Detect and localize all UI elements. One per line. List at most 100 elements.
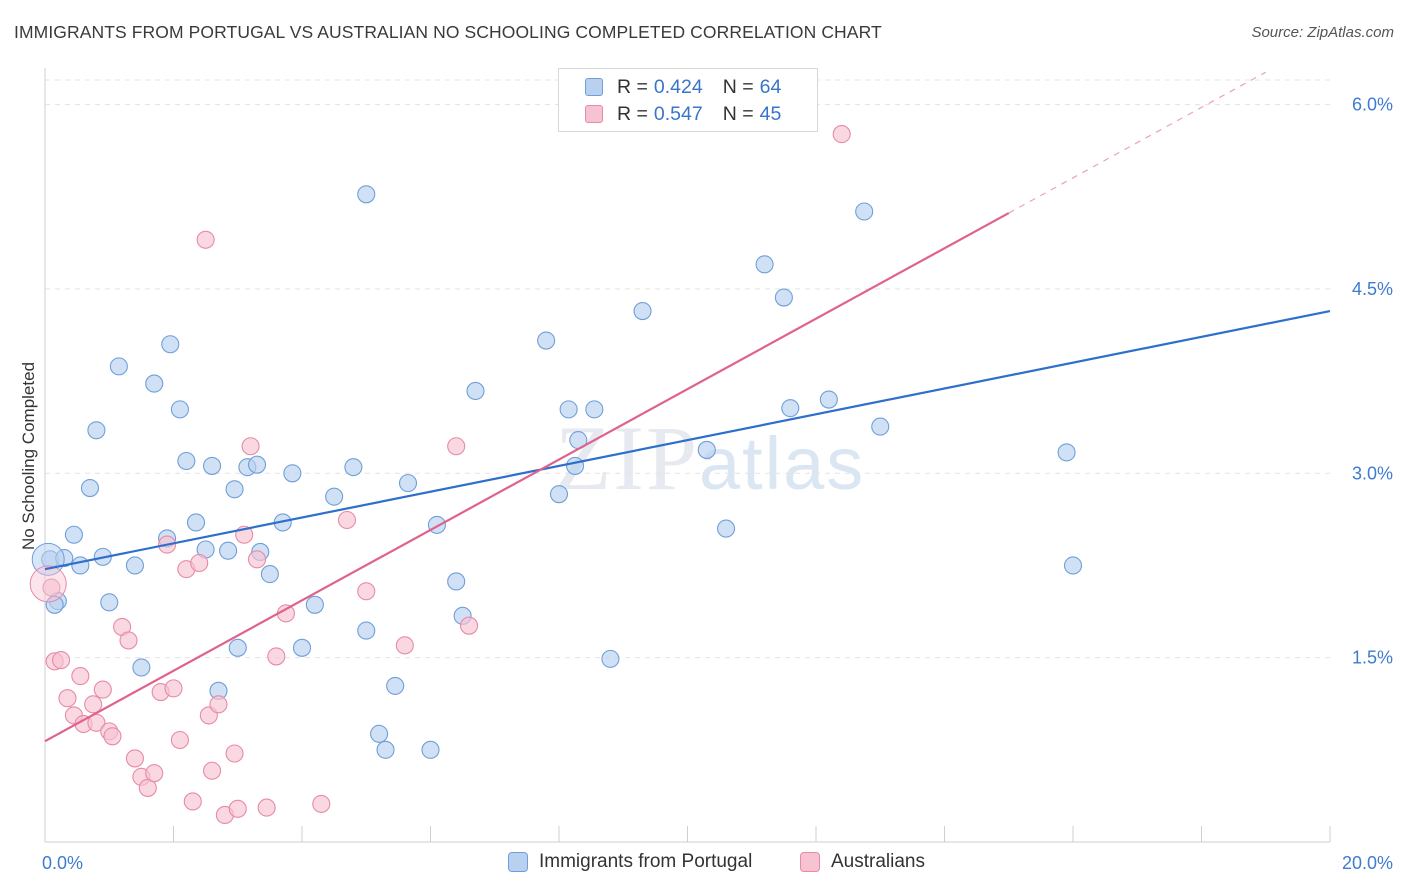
portugal-point (186, 513, 206, 532)
australians-point (247, 550, 267, 569)
australians-point (42, 578, 61, 597)
portugal-point (386, 676, 405, 695)
australians-point (183, 792, 202, 811)
source-label: Source: ZipAtlas.com (1251, 24, 1394, 41)
portugal-point (697, 440, 716, 459)
chart-title: IMMIGRANTS FROM PORTUGAL VS AUSTRALIAN N… (14, 22, 882, 42)
australians-point (145, 764, 164, 783)
australians-point (241, 437, 260, 456)
australians-point (459, 616, 479, 635)
bottom-legend-swatch-australians (800, 852, 820, 872)
legend-r-label: R = (617, 102, 648, 125)
legend-swatch-australians (585, 105, 603, 123)
portugal-point (855, 202, 874, 221)
portugal-point (325, 487, 344, 506)
portugal-point (100, 593, 119, 612)
australians-point (93, 680, 112, 699)
australians-point (337, 510, 357, 530)
australians-point (267, 647, 286, 666)
portugal-point (64, 525, 83, 544)
legend-row-australians: R = 0.547 N = 45 (585, 102, 781, 126)
portugal-point (447, 572, 466, 591)
portugal-point (871, 417, 890, 436)
australians-point (119, 631, 138, 650)
legend-r-label: R = (617, 75, 648, 98)
portugal-point (819, 390, 838, 409)
australians-point (228, 799, 247, 818)
legend-swatch-portugal (585, 78, 603, 96)
australians-point (103, 727, 122, 746)
x-tick-label: 20.0% (1342, 853, 1393, 873)
australians-point (196, 230, 215, 249)
australians-point (71, 667, 90, 686)
portugal-point (87, 421, 106, 440)
portugal-point (774, 288, 793, 307)
y-axis-label: No Schooling Completed (19, 362, 38, 550)
portugal-point (601, 649, 620, 668)
portugal-point (549, 485, 569, 504)
portugal-point (283, 464, 302, 483)
portugal-point (305, 595, 324, 614)
portugal-point (585, 400, 604, 419)
bottom-legend-swatch-portugal (508, 852, 528, 872)
australians-point (225, 744, 244, 763)
australians-point (164, 679, 183, 698)
australians-trend-extension (1008, 71, 1267, 214)
legend-n-value: 45 (759, 102, 782, 125)
portugal-point (292, 638, 312, 657)
australians-point (170, 730, 189, 750)
portugal-point (559, 400, 578, 419)
bottom-legend-australians[interactable]: Australians (800, 851, 925, 873)
australians-point (832, 125, 851, 144)
portugal-point (203, 456, 222, 475)
portugal-point (1057, 443, 1076, 462)
y-tick-label: 3.0% (1352, 463, 1393, 483)
portugal-point (132, 658, 151, 677)
portugal-point (1063, 556, 1083, 575)
portugal-point (376, 740, 395, 759)
portugal-point (170, 400, 189, 419)
legend-n-label: N = (722, 75, 754, 98)
portugal-point (716, 519, 736, 538)
y-tick-label: 1.5% (1352, 648, 1393, 668)
portugal-point (247, 455, 267, 474)
australians-point (209, 695, 228, 714)
legend-r-value: 0.424 (653, 75, 703, 98)
portugal-point (225, 480, 244, 499)
australians-point (52, 651, 71, 670)
portugal-point (219, 541, 238, 560)
legend-n-value: 64 (759, 75, 782, 98)
portugal-point (145, 374, 164, 393)
australians-point (447, 437, 466, 456)
legend-row-portugal: R = 0.424 N = 64 (585, 75, 781, 99)
australians-point (125, 749, 144, 768)
portugal-point (357, 621, 376, 640)
australians-point (29, 565, 67, 603)
x-tick-label: 0.0% (42, 853, 83, 873)
portugal-point (109, 357, 128, 376)
bottom-legend-label-australians: Australians (831, 851, 925, 872)
y-tick-label: 4.5% (1352, 279, 1393, 299)
portugal-point (537, 331, 556, 350)
portugal-point (177, 451, 196, 471)
australians-point (357, 582, 376, 601)
portugal-point (80, 478, 100, 498)
portugal-point (398, 474, 418, 493)
portugal-point (71, 556, 90, 575)
watermark-atlas: atlas (699, 422, 866, 505)
portugal-point (161, 335, 180, 354)
portugal-point (633, 302, 652, 321)
bottom-legend-label-portugal: Immigrants from Portugal (539, 851, 753, 872)
australians-point (84, 695, 103, 714)
bottom-legend-portugal[interactable]: Immigrants from Portugal (508, 851, 752, 873)
portugal-point (344, 458, 363, 477)
portugal-point (781, 399, 800, 418)
australians-point (395, 636, 414, 655)
portugal-point (421, 740, 440, 759)
portugal-point (466, 381, 485, 400)
y-tick-label: 6.0% (1352, 95, 1393, 115)
portugal-trend-line (44, 309, 1331, 571)
australians-trend-line (44, 212, 1010, 743)
portugal-point (566, 456, 585, 475)
